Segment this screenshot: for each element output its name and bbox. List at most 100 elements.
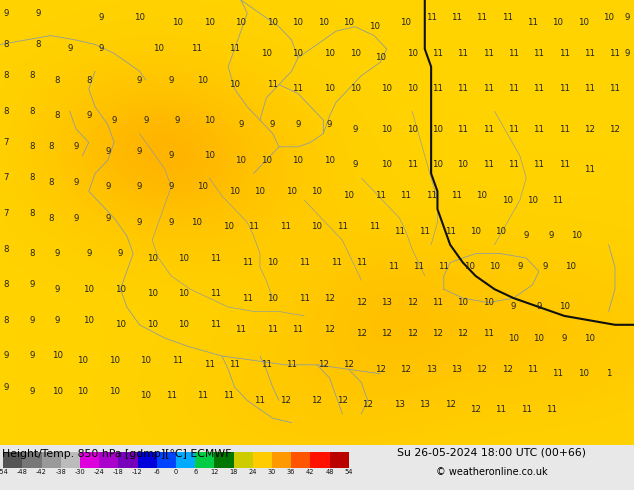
Text: 9: 9 <box>137 147 142 156</box>
Bar <box>99 452 119 468</box>
Text: 11: 11 <box>584 84 595 94</box>
Text: 9: 9 <box>536 302 541 312</box>
Text: 12: 12 <box>444 400 456 409</box>
Text: -24: -24 <box>94 469 105 475</box>
Text: 10: 10 <box>489 263 500 271</box>
Text: 10: 10 <box>482 298 494 307</box>
Text: 9: 9 <box>74 142 79 151</box>
Text: 9: 9 <box>137 75 142 85</box>
Text: 10: 10 <box>292 49 304 58</box>
Text: 11: 11 <box>242 294 253 303</box>
Text: 10: 10 <box>261 49 272 58</box>
Text: 11: 11 <box>482 160 494 169</box>
Text: 11: 11 <box>495 405 507 414</box>
Text: 11: 11 <box>210 320 221 329</box>
Text: 11: 11 <box>299 294 310 303</box>
Text: 9: 9 <box>99 13 104 23</box>
Text: 10: 10 <box>578 18 589 27</box>
Text: 8: 8 <box>55 111 60 120</box>
Text: 11: 11 <box>527 18 538 27</box>
Text: 11: 11 <box>235 325 247 334</box>
Text: 11: 11 <box>425 13 437 23</box>
Text: 10: 10 <box>578 369 589 378</box>
Text: 10: 10 <box>267 258 278 267</box>
Text: 10: 10 <box>178 320 190 329</box>
Text: 10: 10 <box>191 218 202 227</box>
Text: 12: 12 <box>343 360 354 369</box>
Text: 11: 11 <box>501 13 513 23</box>
Text: 7: 7 <box>4 138 9 147</box>
Text: 10: 10 <box>349 84 361 94</box>
Text: 10: 10 <box>77 356 88 365</box>
Text: 10: 10 <box>533 334 545 343</box>
Text: 9: 9 <box>169 75 174 85</box>
Text: 8: 8 <box>29 209 34 218</box>
Text: 9: 9 <box>67 45 72 53</box>
Text: © weatheronline.co.uk: © weatheronline.co.uk <box>436 467 547 477</box>
Text: 18: 18 <box>230 469 238 475</box>
Text: 9: 9 <box>36 9 41 18</box>
Text: 10: 10 <box>178 289 190 298</box>
Text: 12: 12 <box>356 298 367 307</box>
Text: 11: 11 <box>533 49 545 58</box>
Text: 11: 11 <box>356 258 367 267</box>
Text: 9: 9 <box>55 249 60 258</box>
Text: 11: 11 <box>229 360 240 369</box>
Text: 11: 11 <box>299 258 310 267</box>
Text: 10: 10 <box>172 18 183 27</box>
Text: 10: 10 <box>146 289 158 298</box>
Text: 10: 10 <box>140 392 152 400</box>
Bar <box>291 452 310 468</box>
Text: 8: 8 <box>48 142 53 151</box>
Text: 10: 10 <box>324 156 335 165</box>
Text: 10: 10 <box>51 387 63 396</box>
Text: 9: 9 <box>169 218 174 227</box>
Text: 13: 13 <box>381 298 392 307</box>
Text: 10: 10 <box>584 334 595 343</box>
Text: 10: 10 <box>204 116 215 124</box>
Text: 10: 10 <box>565 263 576 271</box>
Text: 10: 10 <box>476 191 488 200</box>
Text: 13: 13 <box>451 365 462 374</box>
Bar <box>119 452 138 468</box>
Text: 11: 11 <box>267 325 278 334</box>
Text: 11: 11 <box>521 405 532 414</box>
Text: 8: 8 <box>55 75 60 85</box>
Text: 11: 11 <box>482 84 494 94</box>
Text: 11: 11 <box>546 405 557 414</box>
Text: 12: 12 <box>311 396 323 405</box>
Bar <box>22 452 42 468</box>
Text: 9: 9 <box>143 116 148 124</box>
Text: 9: 9 <box>86 249 91 258</box>
Text: 0: 0 <box>174 469 178 475</box>
Text: 9: 9 <box>625 49 630 58</box>
Text: 12: 12 <box>406 298 418 307</box>
Bar <box>253 452 272 468</box>
Text: 11: 11 <box>451 13 462 23</box>
Text: 11: 11 <box>261 360 272 369</box>
Text: 9: 9 <box>625 13 630 23</box>
Text: 10: 10 <box>603 13 614 23</box>
Text: 9: 9 <box>169 182 174 192</box>
Text: 10: 10 <box>286 187 297 196</box>
Text: 8: 8 <box>48 214 53 222</box>
Text: 7: 7 <box>4 173 9 182</box>
Text: 9: 9 <box>29 280 34 289</box>
Text: 11: 11 <box>457 84 469 94</box>
Bar <box>42 452 61 468</box>
Text: 10: 10 <box>381 124 392 134</box>
Text: 9: 9 <box>55 285 60 294</box>
Text: 9: 9 <box>74 178 79 187</box>
Text: 10: 10 <box>261 156 272 165</box>
Text: 13: 13 <box>419 400 430 409</box>
Text: 11: 11 <box>413 263 424 271</box>
Text: 11: 11 <box>559 160 570 169</box>
Text: 11: 11 <box>394 227 405 236</box>
Text: 11: 11 <box>482 49 494 58</box>
Text: 10: 10 <box>324 84 335 94</box>
Text: 11: 11 <box>508 124 519 134</box>
Text: 12: 12 <box>457 329 469 338</box>
Text: 30: 30 <box>268 469 276 475</box>
Text: 11: 11 <box>229 45 240 53</box>
Text: 11: 11 <box>267 80 278 89</box>
